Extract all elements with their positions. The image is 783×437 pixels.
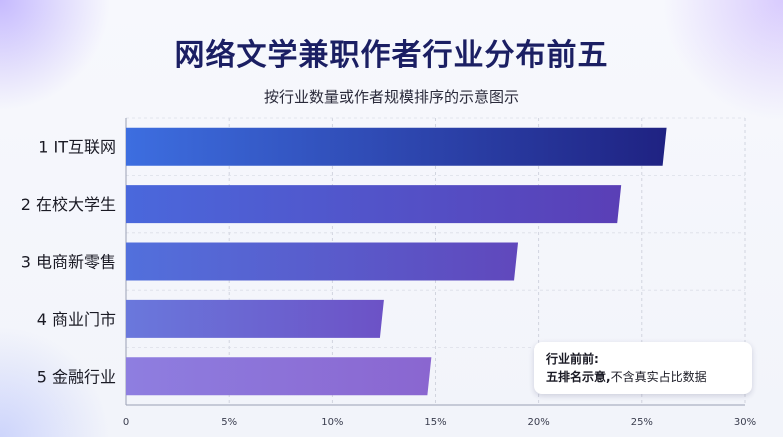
chart-title: 网络文学兼职作者行业分布前五 xyxy=(174,38,609,73)
category-label-3: 3 电商新零售 xyxy=(21,253,116,272)
note-line-2: 五排名示意,不含真实占比数据 xyxy=(546,368,740,386)
note-line-2-rest: 不含真实占比数据 xyxy=(610,370,707,384)
x-tick-label: 0 xyxy=(123,417,129,428)
note-box: 行业前前: 五排名示意,不含真实占比数据 xyxy=(534,342,752,394)
bar-2 xyxy=(126,185,622,224)
bar-1 xyxy=(126,127,667,166)
category-label-2: 2 在校大学生 xyxy=(21,195,116,214)
note-line-2-bold: 五排名示意, xyxy=(546,370,611,384)
bar-5 xyxy=(126,357,432,396)
category-label-5: 5 金融行业 xyxy=(37,367,116,386)
x-tick-label: 30% xyxy=(734,417,756,428)
chart-subtitle: 按行业数量或作者规模排序的示意图示 xyxy=(263,88,519,106)
category-label-4: 4 商业门市 xyxy=(37,310,116,329)
note-line-1: 行业前前: xyxy=(546,352,599,366)
x-tick-label: 10% xyxy=(321,417,343,428)
category-label-1: 1 IT互联网 xyxy=(38,138,116,157)
x-tick-label: 20% xyxy=(528,417,550,428)
x-tick-label: 15% xyxy=(424,417,446,428)
x-tick-label: 5% xyxy=(221,417,237,428)
bar-4 xyxy=(126,299,384,338)
x-tick-label: 25% xyxy=(631,417,653,428)
bar-3 xyxy=(126,242,519,281)
